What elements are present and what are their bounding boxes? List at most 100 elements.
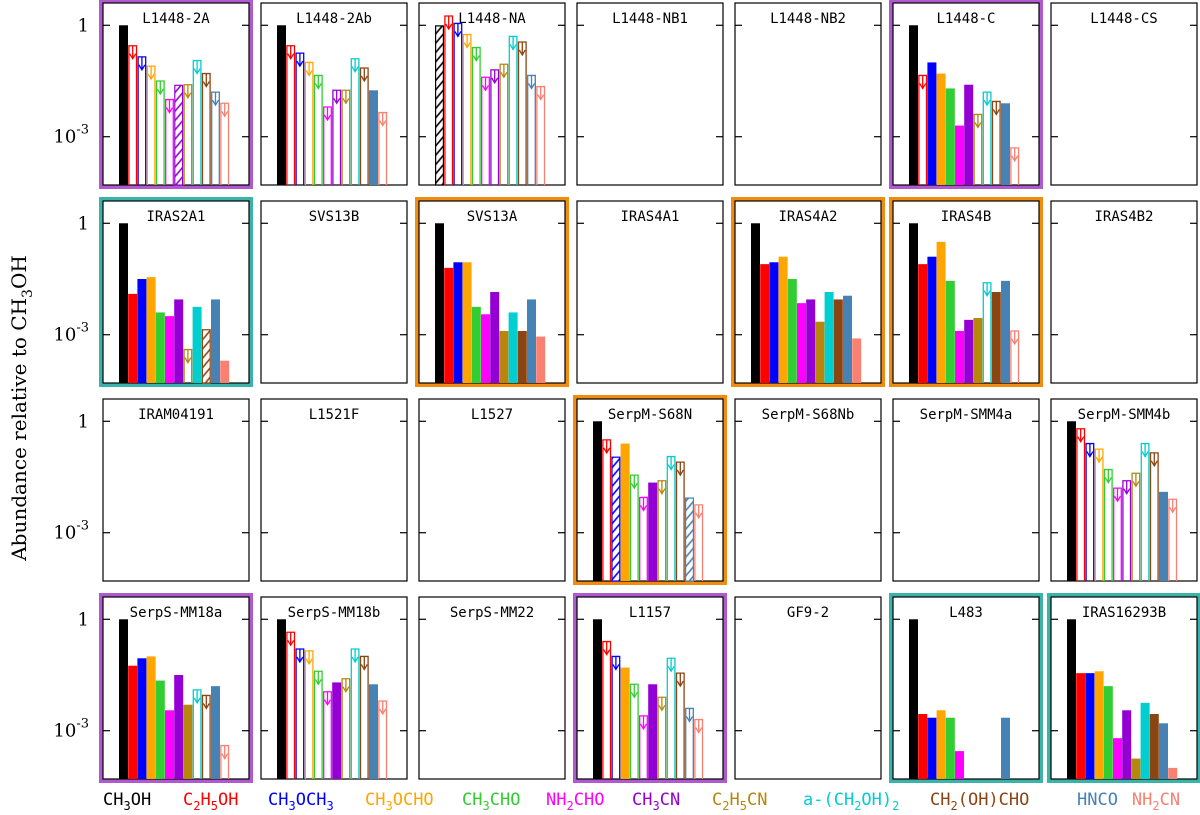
bar-ch3cn	[648, 482, 658, 581]
bar-ch3cn	[1122, 710, 1132, 779]
bar-c2h5oh	[918, 714, 928, 779]
bar-ch3oh	[909, 619, 918, 779]
panel-title: L1448-NB2	[770, 11, 846, 27]
bar-a-ch2oh-2-upper-limit	[192, 59, 202, 185]
bar-nh2cho	[797, 303, 806, 383]
bar-c2h5oh-upper-limit	[1076, 428, 1086, 581]
panel-axes	[734, 596, 882, 780]
panel-l1448-cs: L1448-CS	[1050, 2, 1198, 186]
panel-l1448-nb2: L1448-NB2	[734, 2, 882, 186]
panel-title: SerpM-S68N	[608, 407, 692, 423]
bar-ch2-oh-cho-upper-limit	[359, 655, 369, 779]
bar-nh2cn	[220, 360, 230, 383]
panel-serpm-smm4a: SerpM-SMM4a	[892, 398, 1040, 582]
panel-iras16293b: IRAS16293B	[1047, 593, 1200, 783]
panel-l1448-nb1: L1448-NB1	[576, 2, 724, 186]
panel-title: L1157	[629, 605, 671, 621]
panel-title: SVS13A	[467, 209, 518, 225]
bar-ch3cn	[174, 675, 184, 779]
bar-a-ch2oh-2-upper-limit	[192, 689, 202, 779]
bar-ch3cho-upper-limit	[629, 683, 639, 779]
bar-ch3och3-upper-limit	[611, 655, 621, 779]
panel-title: L1448-NB1	[612, 11, 688, 27]
bar-ch3ocho	[146, 656, 156, 779]
bar-nh2cho	[955, 751, 964, 779]
panel-l1157: L1157	[573, 593, 727, 783]
bar-c2h5cn-upper-limit	[183, 348, 193, 383]
legend: CH3OH C2H5OH CH3OCH3 CH3OCHO CH3CHO NH2CHO CH3…	[103, 790, 1180, 813]
bar-c2h5cn-upper-limit	[499, 63, 509, 185]
panel-title: IRAS4B	[941, 209, 992, 225]
bar-a-ch2oh-2	[508, 312, 518, 383]
panel-axes	[1050, 200, 1198, 384]
bar-hnco-upper-limit	[211, 91, 220, 185]
bar-ch2-oh-cho-upper-limit	[675, 461, 685, 581]
y-tick-label: 1	[78, 213, 89, 234]
bar-nh2cn	[852, 338, 862, 383]
panel-axes	[418, 596, 566, 780]
bar-nh2cho-upper-limit	[639, 715, 648, 779]
bar-ch2-oh-cho-upper-limit	[201, 694, 211, 779]
bar-ch3ocho	[778, 256, 788, 383]
bar-nh2cho-upper-limit	[323, 106, 332, 185]
bar-nh2cho	[955, 331, 964, 383]
panel-serps-mm18b: SerpS-MM18b	[260, 596, 408, 780]
panel-grid: 1 10-3 L1448-2A L1448-2Ab L1448-NA L1448-NB1 L…	[53, 0, 1200, 783]
bar-ch3cho-upper-limit	[313, 74, 323, 185]
panel-title: IRAS4A1	[620, 209, 679, 225]
bar-nh2cho	[165, 710, 174, 779]
y-tick-label: 1	[78, 15, 89, 36]
bar-a-ch2oh-2-upper-limit	[508, 35, 518, 185]
panel-title: SerpM-S68Nb	[762, 407, 855, 423]
bar-c2h5cn-upper-limit	[657, 696, 667, 779]
bar-ch3cho	[945, 280, 955, 383]
panel-axes	[892, 596, 1040, 780]
panel-title: L1527	[471, 407, 513, 423]
bar-nh2cho	[481, 314, 490, 383]
panel-frame-orange	[889, 197, 1043, 387]
bar-ch3oh	[593, 421, 602, 581]
bar-hnco-upper-limit	[685, 707, 694, 779]
bar-ch3cn	[648, 684, 658, 779]
panel-iras2a1: 1 10-3 IRAS2A1	[53, 197, 253, 387]
bar-c2h5oh	[1076, 673, 1086, 779]
bar-hnco	[1001, 717, 1010, 779]
bar-c2h5oh	[444, 267, 454, 383]
bar-ch3ocho	[620, 667, 630, 779]
panel-frame-orange	[573, 395, 727, 585]
bar-ch3ocho	[1094, 671, 1104, 779]
bar-ch3och3-upper-limit	[137, 56, 147, 185]
panel-serpm-smm4b: SerpM-SMM4b	[1050, 398, 1198, 582]
bar-a-ch2oh-2-upper-limit	[666, 455, 676, 581]
bar-hnco	[369, 90, 378, 185]
bar-ch3ocho	[146, 277, 156, 383]
bar-hnco	[527, 299, 536, 383]
bar-hnco	[843, 295, 852, 383]
bar-ch2-oh-cho-upper-limit	[991, 100, 1001, 185]
panel-axes	[734, 2, 882, 186]
panel-title: L483	[949, 605, 983, 621]
bar-ch3cn	[332, 682, 342, 779]
legend-c2h5oh: C2H5OH	[183, 790, 238, 813]
bar-c2h5cn-upper-limit	[1131, 472, 1141, 581]
bar-a-ch2oh-2	[192, 306, 202, 383]
bar-ch2-oh-cho-upper-limit	[359, 67, 369, 185]
bar-ch3och3	[927, 717, 937, 779]
bar-ch3cn	[806, 299, 816, 383]
bar-c2h5oh-upper-limit	[918, 74, 928, 185]
bar-c2h5cn-upper-limit	[657, 480, 667, 581]
bar-ch3oh	[1067, 619, 1076, 779]
bar-ch2-oh-cho-upper-limit	[1149, 452, 1159, 581]
bar-ch3cho	[155, 312, 165, 383]
bar-ch2-oh-cho	[991, 292, 1001, 383]
bar-hnco-hatched	[684, 497, 694, 582]
bar-hnco	[1001, 103, 1010, 185]
bar-ch3oh	[119, 619, 128, 779]
bar-ch3och3-upper-limit	[295, 648, 305, 779]
bar-c2h5cn	[183, 704, 193, 779]
legend-c2h5cn: C2H5CN	[712, 790, 767, 813]
bar-nh2cho	[955, 125, 964, 185]
bar-ch2-oh-cho-upper-limit	[517, 41, 527, 185]
legend-ch3och3: CH3OCH3	[268, 790, 334, 813]
bar-ch3ocho-upper-limit	[462, 33, 472, 185]
